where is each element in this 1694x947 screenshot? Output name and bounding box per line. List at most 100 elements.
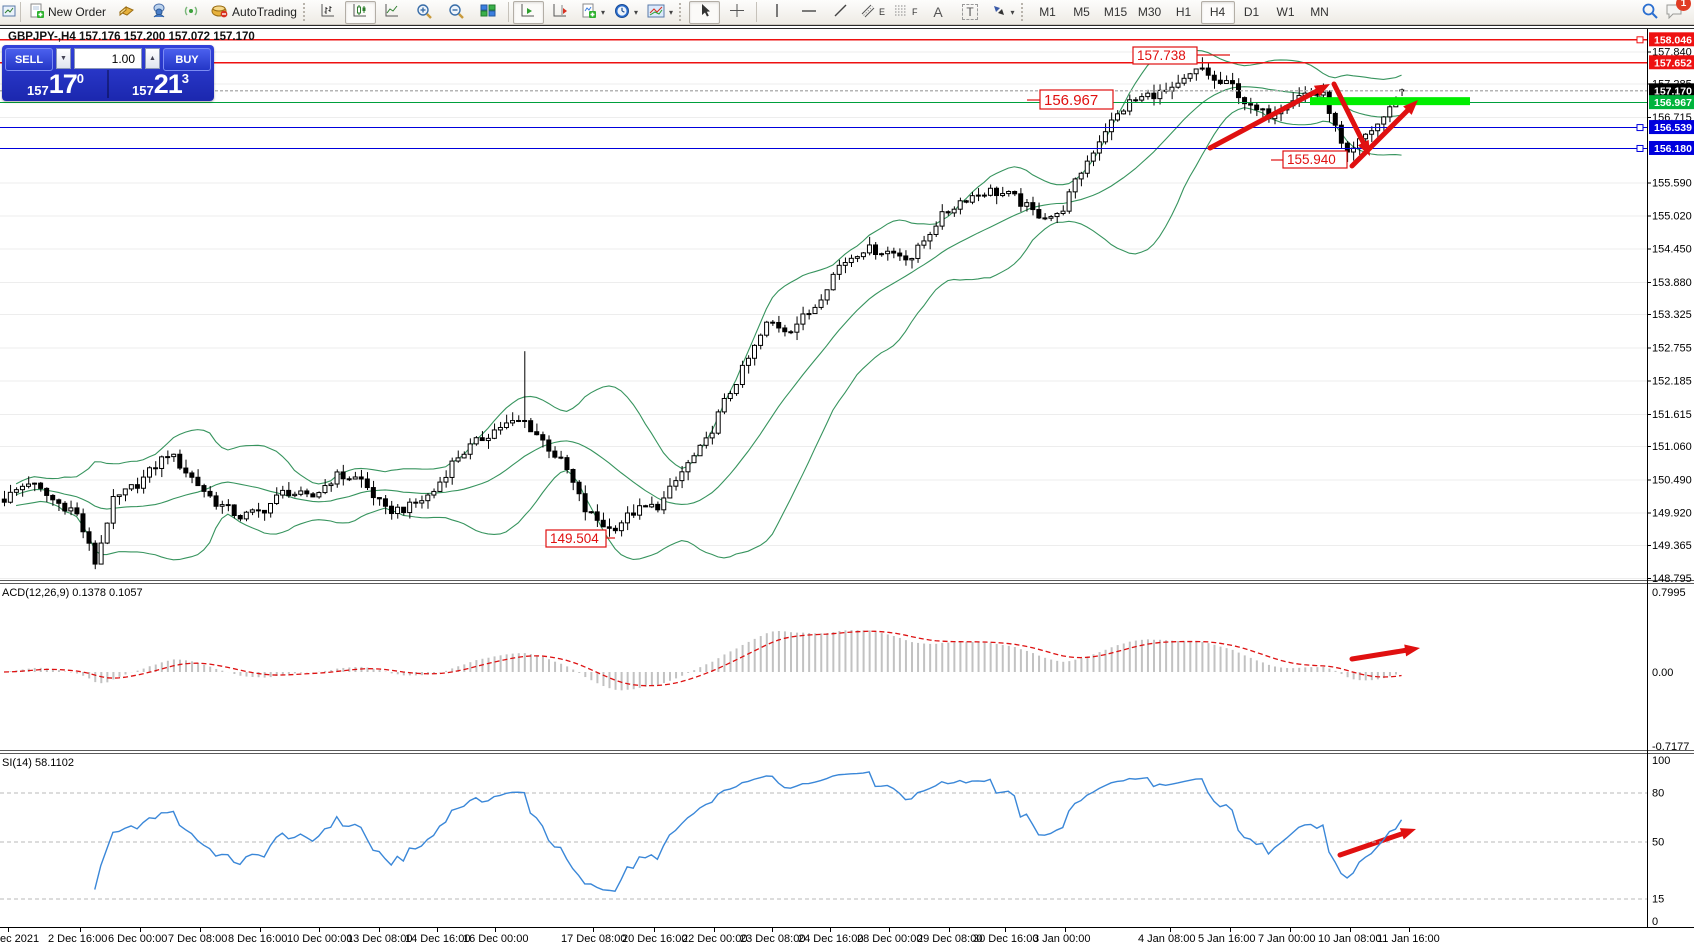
time-axis-label: 20 Dec 16:00 xyxy=(622,933,687,945)
bollinger-band-line xyxy=(16,107,1402,561)
market-watch-button[interactable] xyxy=(111,1,142,24)
autotrading-button[interactable]: AutoTrading xyxy=(207,1,301,24)
timeframe-button-M15[interactable]: M15 xyxy=(1103,5,1128,19)
trend-arrow[interactable] xyxy=(1331,81,1366,146)
periods-button[interactable]: ▾ xyxy=(610,1,642,24)
candle-body xyxy=(564,457,570,471)
cursor-tool-button[interactable] xyxy=(689,0,720,24)
price-tick-label: 148.795 xyxy=(1652,573,1692,585)
candle-body xyxy=(860,252,866,258)
candle-body xyxy=(1363,133,1369,140)
trend-arrow[interactable] xyxy=(1349,647,1408,662)
candle-body xyxy=(322,485,328,494)
time-axis-label: 10 Jan 08:00 xyxy=(1318,933,1382,945)
price-divider xyxy=(107,70,109,98)
text-tool-button[interactable]: A xyxy=(923,1,954,24)
timeframe-button-H1[interactable]: H1 xyxy=(1175,5,1192,19)
candle-body xyxy=(848,257,854,264)
svg-text:157.652: 157.652 xyxy=(1654,57,1692,69)
buy-price-big: 21 xyxy=(153,69,183,99)
candle-body xyxy=(1054,212,1060,218)
new-order-button[interactable]: New Order xyxy=(25,1,110,24)
svg-text:15: 15 xyxy=(1652,894,1664,906)
signals-button[interactable] xyxy=(175,1,206,24)
candle-body xyxy=(1090,152,1096,162)
templates-button[interactable]: ▾ xyxy=(643,1,677,24)
sell-button[interactable]: SELL xyxy=(5,48,53,71)
support-zone[interactable] xyxy=(1310,97,1470,106)
timeframe-button-H4[interactable]: H4 xyxy=(1200,0,1235,24)
price-badge xyxy=(1649,120,1694,135)
sell-price-display[interactable]: 157 17 0 xyxy=(5,70,106,98)
candle-body xyxy=(933,225,939,235)
auto-scroll-button[interactable] xyxy=(512,0,544,24)
zoom-out-button[interactable] xyxy=(441,1,472,24)
line-handle[interactable] xyxy=(1636,124,1644,132)
timeframe-button-M30[interactable]: M30 xyxy=(1137,5,1162,19)
new-order-label: New Order xyxy=(48,5,107,19)
horizontal-line-icon xyxy=(801,5,817,19)
trendline-tool-button[interactable] xyxy=(825,1,856,24)
buy-price-display[interactable]: 157 21 3 xyxy=(110,70,211,98)
trend-arrow[interactable] xyxy=(1349,108,1410,169)
cursor-icon xyxy=(698,3,712,21)
community-button[interactable] xyxy=(143,1,174,24)
price-tick-label: 150.490 xyxy=(1652,474,1692,486)
indicators-button[interactable]: ▾ xyxy=(577,1,609,24)
notifications-button[interactable]: 1 xyxy=(1665,0,1691,22)
trend-arrow[interactable] xyxy=(1207,88,1320,151)
candle-body xyxy=(1175,82,1181,88)
candle-body xyxy=(1121,110,1127,115)
candle-body xyxy=(830,273,836,291)
candle-body xyxy=(62,502,68,512)
price-label-box[interactable] xyxy=(545,529,607,548)
candle-body xyxy=(419,500,425,504)
timeframe-button-MN[interactable]: MN xyxy=(1310,5,1329,19)
candle-body xyxy=(764,321,770,336)
channel-tool-button[interactable]: E xyxy=(857,1,889,24)
price-label-box[interactable] xyxy=(1039,89,1114,110)
horizontal-line-tool-button[interactable] xyxy=(793,1,824,24)
fibo-tool-label: F xyxy=(912,7,918,17)
buy-button[interactable]: BUY xyxy=(163,48,211,71)
line-handle[interactable] xyxy=(1636,36,1644,44)
timeframe-button-M1[interactable]: M1 xyxy=(1039,5,1056,19)
price-label-box[interactable] xyxy=(1282,150,1348,169)
candle-body xyxy=(243,511,249,520)
volume-input[interactable]: 1.00 xyxy=(74,48,142,69)
trend-arrow[interactable] xyxy=(1337,831,1405,858)
line-handle[interactable] xyxy=(1636,144,1644,152)
autotrading-icon xyxy=(211,3,229,21)
candle-body xyxy=(473,437,479,445)
timeframe-button-W1[interactable]: W1 xyxy=(1276,5,1295,19)
chevron-down-icon: ▾ xyxy=(1010,7,1015,17)
timeframe-button-D1[interactable]: D1 xyxy=(1243,5,1260,19)
candle-body xyxy=(733,384,739,395)
candle-body xyxy=(358,476,364,480)
candlestick-chart-button[interactable] xyxy=(344,0,376,24)
buy-price-sup: 3 xyxy=(181,71,189,86)
svg-text:156.967: 156.967 xyxy=(1044,92,1098,109)
chart-shift-button[interactable] xyxy=(545,1,576,24)
timeframe-button-M5[interactable]: M5 xyxy=(1073,5,1090,19)
candle-body xyxy=(745,357,751,366)
candle-body xyxy=(1,498,7,503)
crosshair-tool-button[interactable] xyxy=(721,1,752,24)
text-label-tool-button[interactable]: T xyxy=(955,1,986,24)
search-icon[interactable] xyxy=(1641,2,1659,22)
price-label-box[interactable] xyxy=(1132,46,1198,65)
line-chart-button[interactable] xyxy=(377,1,408,24)
bar-chart-button[interactable] xyxy=(313,1,344,24)
tile-windows-button[interactable] xyxy=(473,1,504,24)
zoom-in-button[interactable] xyxy=(409,1,440,24)
volume-decrease-button[interactable]: ▼ xyxy=(56,48,71,69)
vertical-line-tool-button[interactable] xyxy=(761,1,792,24)
candle-body xyxy=(667,485,673,499)
fibonacci-tool-button[interactable]: F xyxy=(890,1,922,24)
time-axis-label: ec 2021 xyxy=(0,933,39,945)
candle-body xyxy=(1078,172,1084,180)
volume-increase-button[interactable]: ▲ xyxy=(145,48,160,69)
arrows-tool-button[interactable]: ▾ xyxy=(987,1,1019,24)
candle-body xyxy=(1133,99,1139,102)
